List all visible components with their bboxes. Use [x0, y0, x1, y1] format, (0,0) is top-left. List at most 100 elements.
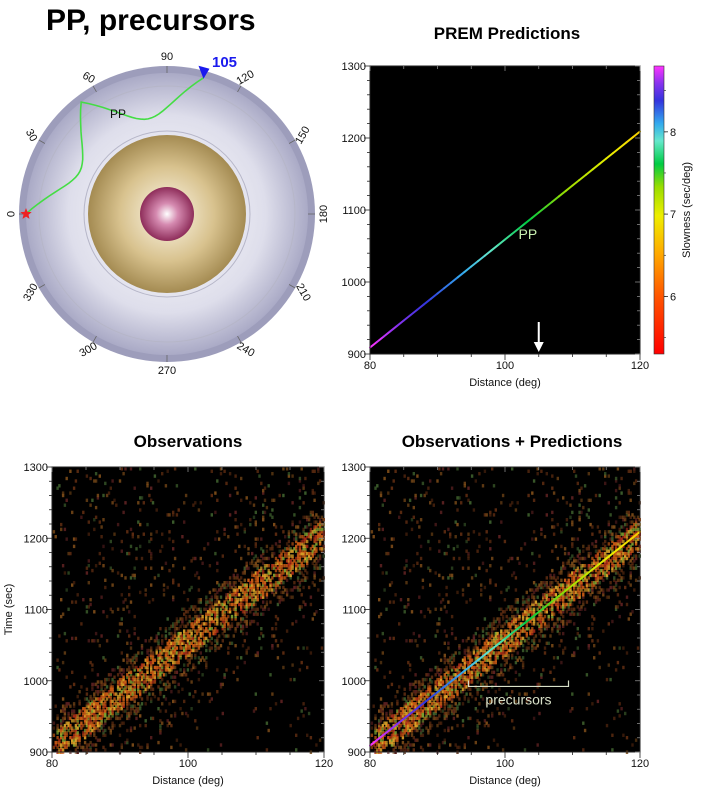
heatmap-cell — [507, 605, 510, 609]
heatmap-cell — [192, 636, 195, 641]
heatmap-cell — [449, 694, 452, 699]
heatmap-cell — [195, 571, 199, 575]
heatmap-cell — [93, 692, 96, 696]
heatmap-cell — [214, 644, 217, 648]
heatmap-cell — [254, 542, 257, 546]
heatmap-cell — [317, 481, 320, 486]
heatmap-cell — [100, 699, 103, 704]
heatmap-cell — [576, 547, 579, 551]
heatmap-cell — [450, 566, 454, 570]
heatmap-cell — [164, 668, 168, 672]
heatmap-cell — [240, 600, 243, 604]
heatmap-cell — [414, 704, 417, 708]
heatmap-cell — [429, 704, 432, 708]
heatmap-cell — [111, 711, 114, 716]
heatmap-cell — [295, 564, 298, 568]
heatmap-cell — [148, 680, 151, 684]
heatmap-cell — [507, 680, 510, 684]
heatmap-cell — [71, 738, 74, 742]
heatmap-cell — [491, 556, 494, 561]
heatmap-cell — [598, 556, 601, 561]
heatmap-cell — [65, 498, 68, 502]
heatmap-cell — [543, 583, 547, 587]
heatmap-cell — [120, 702, 123, 706]
heatmap-cell — [543, 624, 547, 628]
heatmap-cell — [318, 547, 322, 551]
heatmap-cell — [133, 668, 136, 672]
heatmap-cell — [252, 607, 256, 611]
heatmap-cell — [532, 622, 536, 626]
heatmap-cell — [186, 629, 190, 633]
heatmap-cell — [427, 707, 430, 711]
heatmap-cell — [236, 593, 239, 597]
heatmap-cell — [245, 598, 248, 602]
heatmap-cell — [567, 619, 570, 624]
heatmap-cell — [436, 479, 439, 483]
heatmap-cell — [151, 598, 155, 602]
heatmap-cell — [374, 665, 377, 670]
heatmap-cell — [87, 714, 90, 718]
heatmap-cell — [208, 605, 212, 609]
heatmap-cell — [562, 607, 565, 611]
heatmap-cell — [481, 709, 485, 713]
heatmap-cell — [560, 578, 563, 582]
heatmap-cell — [578, 573, 581, 578]
heatmap-cell — [104, 658, 107, 662]
heatmap-cell — [188, 651, 191, 655]
heatmap-cell — [447, 697, 450, 701]
heatmap-cell — [265, 549, 269, 553]
heatmap-cell — [540, 673, 543, 677]
heatmap-cell — [443, 690, 446, 694]
heatmap-cell — [139, 590, 142, 595]
heatmap-cell — [489, 653, 492, 658]
heatmap-cell — [551, 595, 554, 599]
heatmap-cell — [483, 665, 487, 670]
heatmap-cell — [137, 680, 140, 684]
heatmap-cell — [443, 714, 446, 718]
heatmap-cell — [157, 658, 160, 662]
heatmap-cell — [474, 707, 477, 711]
heatmap-cell — [302, 566, 305, 570]
heatmap-cell — [432, 714, 435, 718]
heatmap-cell — [379, 743, 383, 747]
heatmap-cell — [425, 491, 428, 495]
heatmap-cell — [624, 535, 627, 539]
heatmap-cell — [217, 537, 221, 541]
heatmap-cell — [203, 636, 206, 641]
heatmap-cell — [543, 622, 547, 626]
heatmap-cell — [465, 493, 468, 498]
heatmap-cell — [562, 622, 565, 626]
heatmap-cell — [556, 476, 559, 481]
heatmap-cell — [591, 583, 594, 587]
heatmap-cell — [126, 660, 129, 665]
heatmap-cell — [390, 702, 394, 706]
heatmap-cell — [578, 561, 581, 565]
heatmap-cell — [467, 736, 470, 740]
heatmap-cell — [139, 668, 142, 672]
heatmap-cell — [558, 595, 561, 599]
heatmap-cell — [503, 610, 507, 614]
heatmap-cell — [135, 711, 138, 716]
heatmap-cell — [146, 656, 149, 660]
heatmap-cell — [438, 685, 441, 689]
heatmap-cell — [161, 677, 164, 682]
heatmap-cell — [240, 556, 243, 561]
heatmap-cell — [197, 636, 201, 641]
heatmap-cell — [262, 568, 265, 573]
heatmap-cell — [378, 728, 381, 733]
heatmap-cell — [313, 573, 316, 578]
heatmap-cell — [489, 547, 492, 551]
heatmap-cell — [302, 600, 305, 604]
heatmap-cell — [456, 673, 459, 677]
heatmap-cell — [150, 687, 153, 691]
heatmap-cell — [438, 743, 441, 747]
heatmap-cell — [210, 610, 213, 614]
heatmap-cell — [445, 711, 448, 716]
heatmap-cell — [392, 731, 395, 735]
heatmap-cell — [227, 651, 230, 655]
heatmap-cell — [514, 677, 518, 682]
heatmap-cell — [161, 668, 164, 672]
heatmap-cell — [405, 711, 408, 716]
heatmap-cell — [133, 726, 136, 730]
heatmap-cell — [161, 721, 164, 725]
